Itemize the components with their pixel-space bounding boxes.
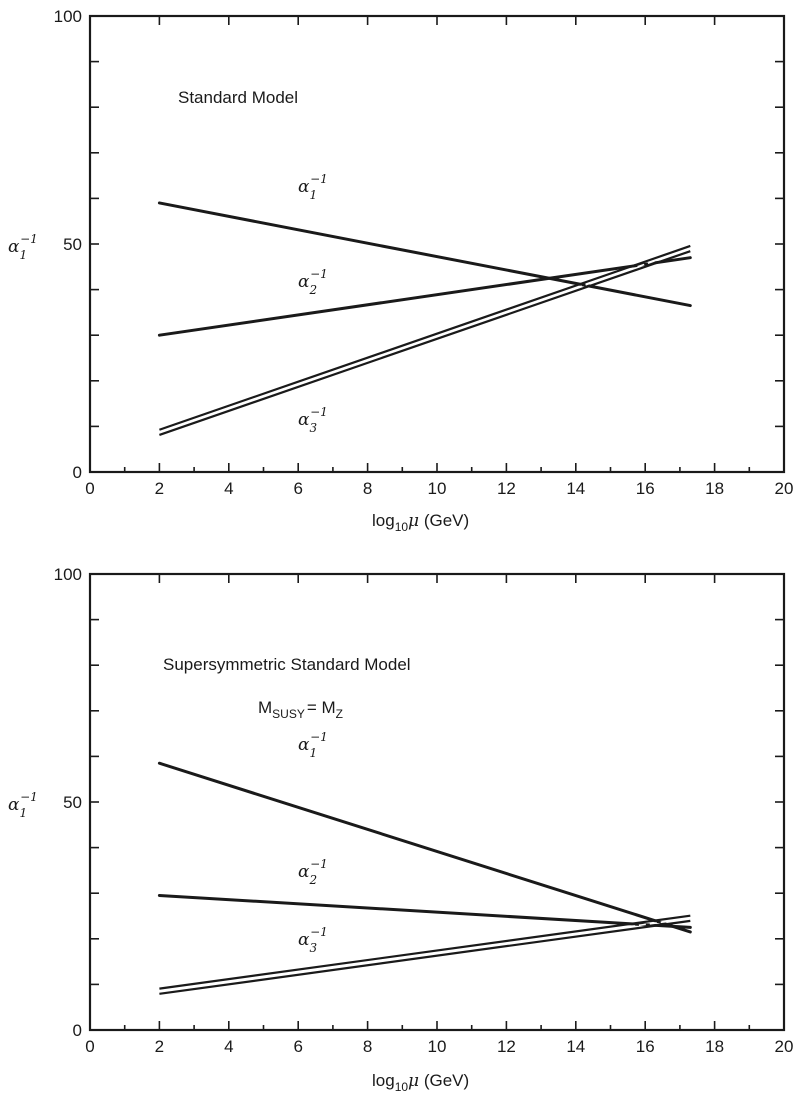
series-label-alpha3: α3−1 bbox=[298, 925, 328, 955]
x-tick-label: 4 bbox=[224, 1037, 233, 1056]
x-tick-label: 16 bbox=[636, 1037, 655, 1056]
x-ticks: 0 2 4 6 8 10 12 14 16 18 20 bbox=[85, 16, 793, 498]
x-tick-label: 2 bbox=[155, 479, 164, 498]
x-ticks: 0 2 4 6 8 10 12 14 16 18 20 bbox=[85, 574, 793, 1056]
y-ticks: 0 50 100 bbox=[54, 7, 784, 482]
y-tick-label: 100 bbox=[54, 565, 82, 584]
series-line-alpha2 bbox=[157, 893, 692, 929]
x-tick-label: 6 bbox=[293, 479, 302, 498]
x-tick-label: 20 bbox=[775, 1037, 794, 1056]
series-line-alpha3-upper bbox=[159, 244, 691, 431]
x-tick-label: 14 bbox=[566, 1037, 585, 1056]
series-line-alpha1 bbox=[157, 761, 692, 934]
series-line-alpha3-lower bbox=[159, 250, 691, 436]
series-label-alpha1: α1−1 bbox=[298, 730, 328, 760]
series-line-alpha3-center bbox=[159, 917, 691, 993]
y-axis-label: α1−1 bbox=[8, 232, 38, 262]
y-tick-label: 50 bbox=[63, 793, 82, 812]
x-tick-label: 0 bbox=[85, 1037, 94, 1056]
x-tick-label: 14 bbox=[566, 479, 585, 498]
x-tick-label: 6 bbox=[293, 1037, 302, 1056]
series-label-alpha2: α2−1 bbox=[298, 267, 328, 297]
y-tick-label: 50 bbox=[63, 235, 82, 254]
x-tick-label: 12 bbox=[497, 479, 516, 498]
x-tick-label: 10 bbox=[428, 1037, 447, 1056]
x-axis-label: log10μ (GeV) bbox=[372, 511, 469, 534]
model-annotation: Supersymmetric Standard Model bbox=[163, 655, 411, 674]
series-line-alpha3-lower bbox=[159, 919, 691, 995]
chart-supersymmetric-model: 0 2 4 6 8 10 12 14 16 18 20 0 50 100 α1−1 log10μ (Ge… bbox=[8, 565, 793, 1094]
x-axis-label: log10μ (GeV) bbox=[372, 1071, 469, 1094]
y-tick-label: 100 bbox=[54, 7, 82, 26]
y-ticks: 0 50 100 bbox=[54, 565, 784, 1040]
series-line-alpha1 bbox=[157, 201, 692, 308]
series-line-alpha3-upper bbox=[159, 914, 691, 990]
series-label-alpha1: α1−1 bbox=[298, 172, 328, 202]
series-line-alpha2 bbox=[157, 256, 692, 337]
x-tick-label: 20 bbox=[775, 479, 794, 498]
x-tick-label: 10 bbox=[428, 479, 447, 498]
x-tick-label: 12 bbox=[497, 1037, 516, 1056]
x-tick-label: 4 bbox=[224, 479, 233, 498]
x-tick-label: 8 bbox=[363, 479, 372, 498]
series-lines bbox=[157, 761, 692, 995]
msusy-annotation: MSUSY = MZ bbox=[258, 698, 343, 721]
x-tick-label: 18 bbox=[705, 479, 724, 498]
plot-frame bbox=[88, 572, 786, 1032]
series-line-alpha3-center bbox=[159, 247, 691, 434]
series-label-alpha2: α2−1 bbox=[298, 857, 328, 887]
y-axis-label: α1−1 bbox=[8, 790, 38, 820]
plot-frame bbox=[88, 14, 786, 474]
chart-standard-model: 0 2 4 6 8 10 12 14 16 18 20 0 50 100 α1−1 log10μ (Ge… bbox=[8, 7, 793, 534]
y-tick-label: 0 bbox=[73, 463, 82, 482]
series-lines bbox=[157, 201, 692, 436]
y-tick-label: 0 bbox=[73, 1021, 82, 1040]
x-tick-label: 8 bbox=[363, 1037, 372, 1056]
series-label-alpha3: α3−1 bbox=[298, 405, 328, 435]
x-tick-label: 0 bbox=[85, 479, 94, 498]
x-tick-label: 16 bbox=[636, 479, 655, 498]
x-tick-label: 2 bbox=[155, 1037, 164, 1056]
model-annotation: Standard Model bbox=[178, 88, 298, 107]
x-tick-label: 18 bbox=[705, 1037, 724, 1056]
